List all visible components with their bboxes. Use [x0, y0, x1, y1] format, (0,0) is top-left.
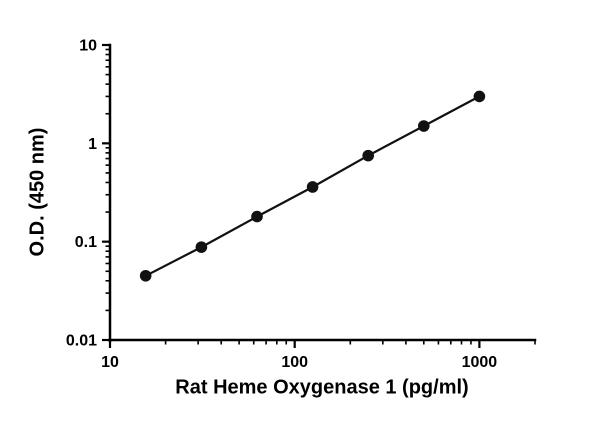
x-tick-label: 10: [101, 354, 119, 371]
data-point: [139, 269, 152, 282]
x-tick-label: 1000: [462, 354, 498, 371]
data-point: [473, 90, 486, 103]
data-point: [195, 241, 208, 253]
data-point: [362, 149, 374, 162]
data-point: [251, 210, 263, 223]
y-tick-label: 0.01: [66, 333, 97, 350]
data-point: [306, 181, 319, 193]
y-tick-label: 1: [88, 136, 97, 153]
y-tick-label: 0.1: [75, 234, 97, 251]
x-axis-label: Rat Heme Oxygenase 1 (pg/ml): [175, 376, 469, 399]
y-tick-label: 10: [79, 38, 97, 55]
x-tick-label: 100: [281, 354, 308, 371]
data-point: [417, 120, 430, 132]
y-axis-label: O.D. (450 nm): [26, 127, 49, 257]
